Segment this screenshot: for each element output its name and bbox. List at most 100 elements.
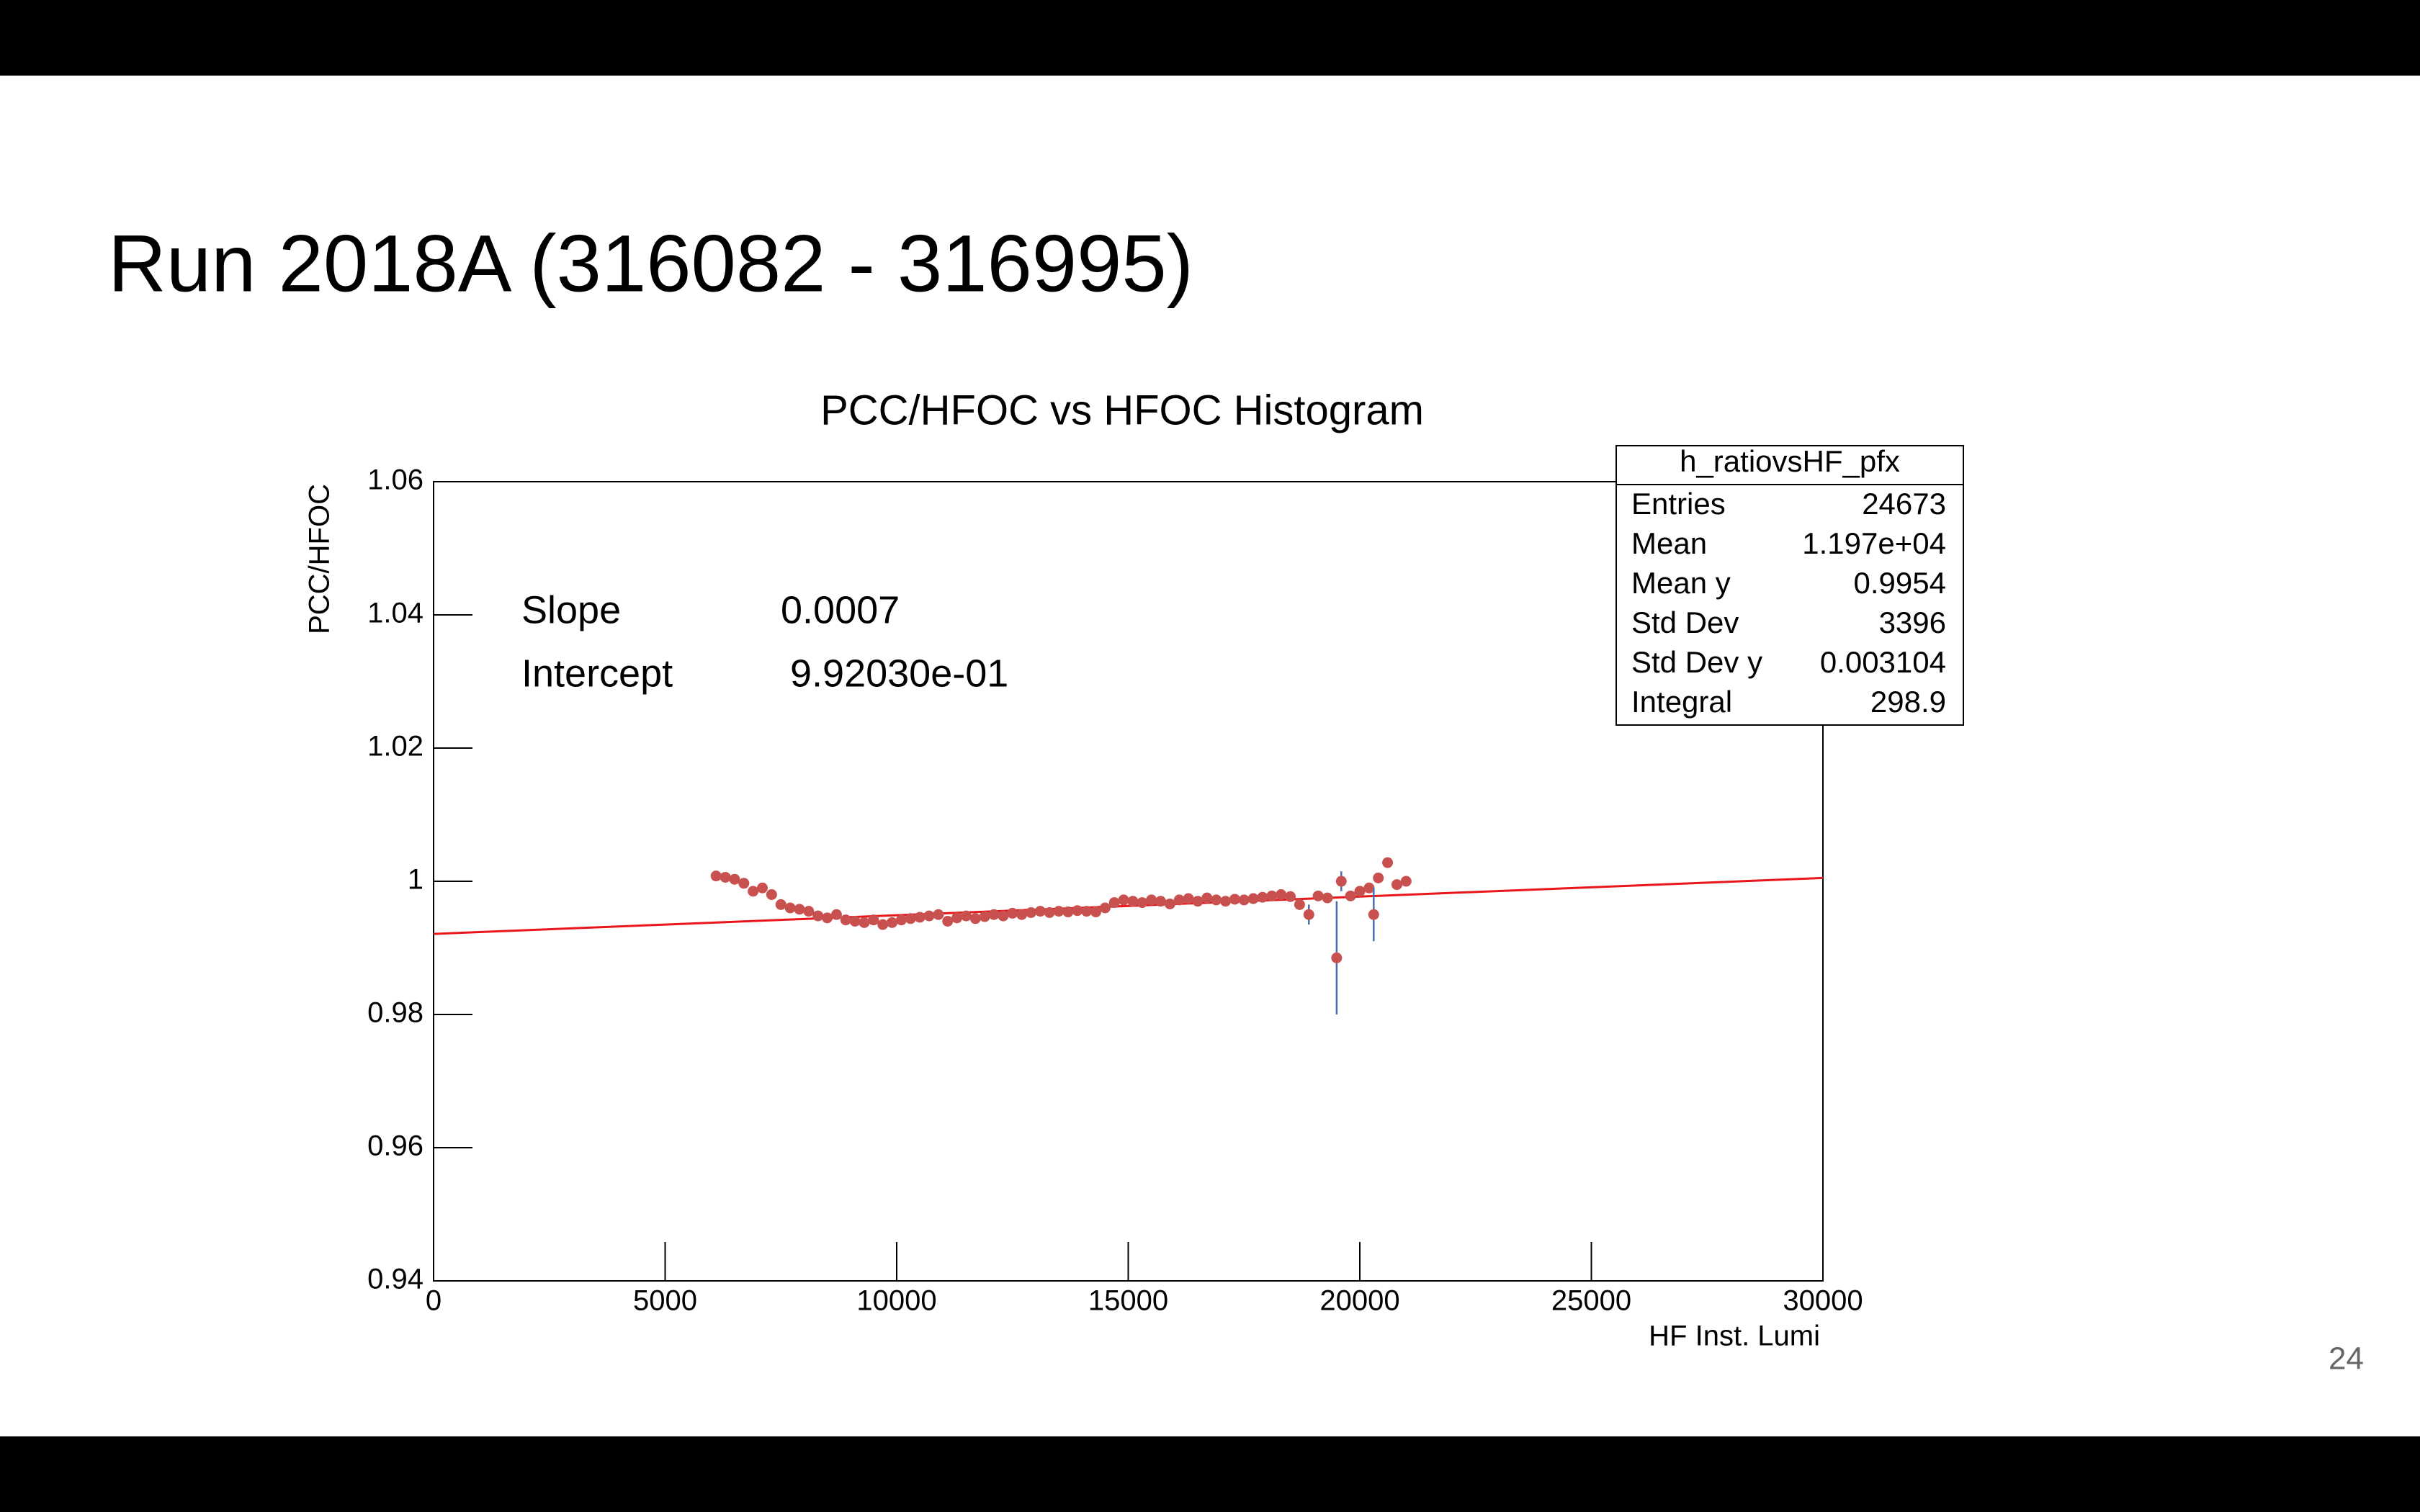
data-point	[1247, 893, 1259, 904]
stats-value: 298.9	[1870, 685, 1946, 719]
data-point	[1303, 909, 1314, 920]
data-point	[998, 910, 1009, 922]
data-point	[895, 914, 907, 926]
data-point	[1229, 894, 1240, 905]
top-bar	[0, 0, 2420, 76]
data-point	[822, 912, 833, 924]
data-point	[942, 916, 954, 927]
data-point	[905, 913, 916, 924]
data-point	[877, 919, 889, 930]
y-tick-label: 1.02	[367, 731, 424, 762]
data-point	[887, 917, 898, 928]
x-tick-label: 10000	[856, 1285, 936, 1317]
stats-value: 0.9954	[1854, 566, 1946, 600]
y-tick-label: 1	[408, 864, 424, 896]
stats-label: Entries	[1631, 487, 1726, 521]
data-point	[960, 910, 972, 922]
data-point	[1257, 891, 1268, 903]
data-point	[1266, 890, 1278, 901]
data-point	[729, 873, 740, 885]
data-point	[1127, 896, 1139, 907]
stats-label: Mean	[1631, 526, 1707, 560]
page-number: 24	[2329, 1341, 2364, 1377]
data-point	[720, 871, 731, 883]
data-point	[1192, 896, 1204, 907]
y-axis-label: PCC/HFOC	[304, 484, 336, 634]
data-point	[923, 910, 935, 922]
stats-box	[1615, 445, 1964, 726]
data-point	[1081, 906, 1093, 917]
data-point	[1090, 906, 1101, 918]
data-point	[914, 912, 926, 923]
data-point	[803, 906, 815, 917]
data-point	[830, 909, 842, 920]
data-point	[1331, 952, 1343, 963]
data-point	[1294, 899, 1305, 910]
x-tick-label: 15000	[1088, 1285, 1168, 1317]
data-point	[933, 909, 944, 920]
data-point	[1238, 894, 1250, 906]
data-point	[1137, 897, 1148, 909]
annotation-value: 9.92030e-01	[790, 652, 1008, 695]
data-point	[1276, 889, 1287, 900]
data-point	[1155, 896, 1167, 907]
data-point	[1072, 905, 1083, 917]
data-point	[1007, 907, 1018, 919]
data-point	[1391, 879, 1402, 891]
stats-label: Integral	[1631, 685, 1732, 719]
stats-label: Std Dev	[1631, 606, 1739, 639]
data-point	[775, 899, 786, 910]
x-tick-label: 30000	[1783, 1285, 1863, 1317]
y-tick-label: 0.98	[367, 997, 424, 1029]
data-point	[840, 914, 851, 926]
data-point	[859, 917, 870, 928]
data-point	[757, 882, 768, 894]
annotation-label: Slope	[521, 588, 621, 631]
data-point	[794, 904, 805, 915]
data-point	[766, 889, 777, 900]
y-tick-label: 0.94	[367, 1264, 424, 1295]
data-point	[1211, 894, 1222, 906]
stats-title: h_ratiovsHF_pfx	[1680, 444, 1900, 478]
data-point	[969, 913, 981, 924]
data-point	[1335, 876, 1347, 887]
y-tick-label: 1.06	[367, 464, 424, 496]
data-point	[951, 912, 963, 924]
bottom-bar	[0, 1436, 2420, 1512]
data-point	[1099, 902, 1111, 914]
data-point	[1382, 857, 1394, 868]
data-point	[1044, 906, 1055, 918]
stats-value: 0.003104	[1820, 645, 1946, 679]
data-point	[1118, 894, 1129, 906]
data-point	[1062, 906, 1074, 918]
data-point	[1183, 893, 1194, 904]
data-point	[1363, 882, 1375, 894]
data-point	[988, 909, 1000, 920]
data-point	[1285, 891, 1296, 902]
data-point	[1053, 906, 1065, 917]
plot-frame	[433, 481, 1824, 1282]
data-point	[1108, 897, 1120, 909]
stats-label: Mean y	[1631, 566, 1731, 600]
data-point	[1016, 909, 1028, 920]
data-point	[1025, 906, 1036, 918]
data-point	[1373, 872, 1384, 883]
data-point	[1322, 892, 1333, 904]
x-tick-label: 0	[426, 1285, 442, 1317]
data-point	[979, 911, 990, 922]
x-tick-label: 5000	[633, 1285, 697, 1317]
annotation-label: Intercept	[521, 652, 673, 695]
stats-value: 1.197e+04	[1802, 526, 1946, 560]
data-point	[812, 910, 824, 922]
slide-title: Run 2018A (316082 - 316995)	[108, 219, 1193, 309]
data-point	[1201, 892, 1213, 904]
data-point	[738, 878, 750, 889]
data-point	[849, 916, 861, 927]
fit-line	[433, 876, 1824, 935]
annotation-value: 0.0007	[781, 588, 900, 631]
stats-value: 3396	[1879, 606, 1946, 639]
x-axis-label: HF Inst. Lumi	[1649, 1320, 1820, 1352]
data-point	[1368, 909, 1379, 920]
data-point	[868, 914, 879, 926]
